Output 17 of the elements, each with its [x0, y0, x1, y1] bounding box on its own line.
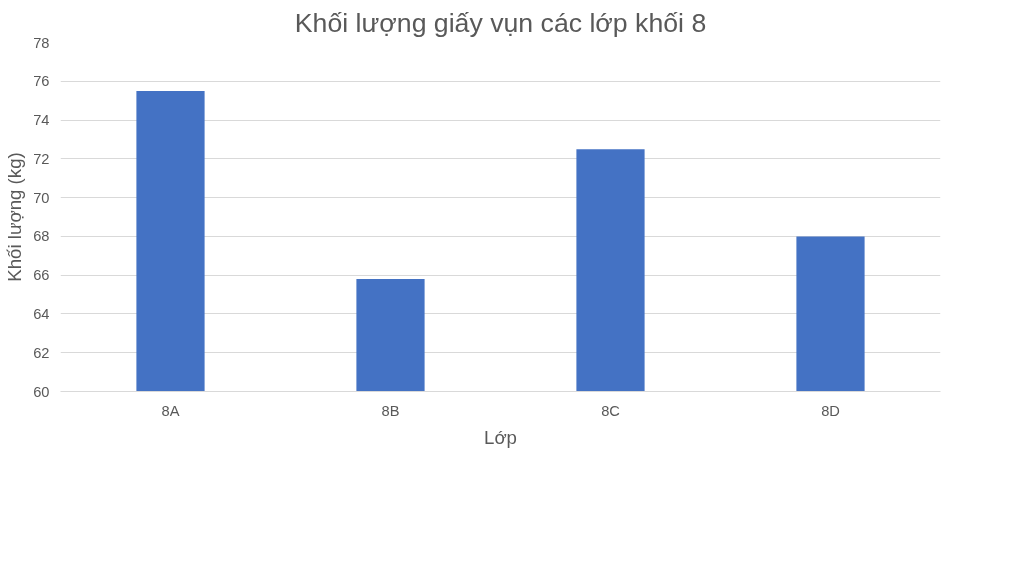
chart-title: Khối lượng giấy vụn các lớp khối 8 — [294, 7, 707, 38]
y-tick-label: 78 — [33, 34, 50, 51]
x-axis-title: Lớp — [484, 426, 518, 448]
y-tick-label: 64 — [33, 305, 50, 322]
x-tick-label: 8D — [821, 402, 840, 419]
y-tick-label: 76 — [33, 73, 50, 90]
y-axis-title: Khối lượng (kg) — [4, 152, 26, 282]
x-tick-label: 8B — [381, 402, 400, 419]
x-tick-label: 8A — [161, 402, 180, 419]
y-tick-label: 72 — [33, 150, 50, 167]
y-tick-label: 60 — [33, 383, 50, 400]
y-tick-label: 70 — [33, 189, 50, 206]
y-tick-label: 68 — [33, 228, 50, 245]
y-tick-label: 62 — [33, 344, 50, 361]
y-tick-label: 74 — [33, 112, 50, 129]
y-tick-label: 66 — [33, 267, 50, 284]
x-tick-label: 8C — [601, 402, 621, 419]
